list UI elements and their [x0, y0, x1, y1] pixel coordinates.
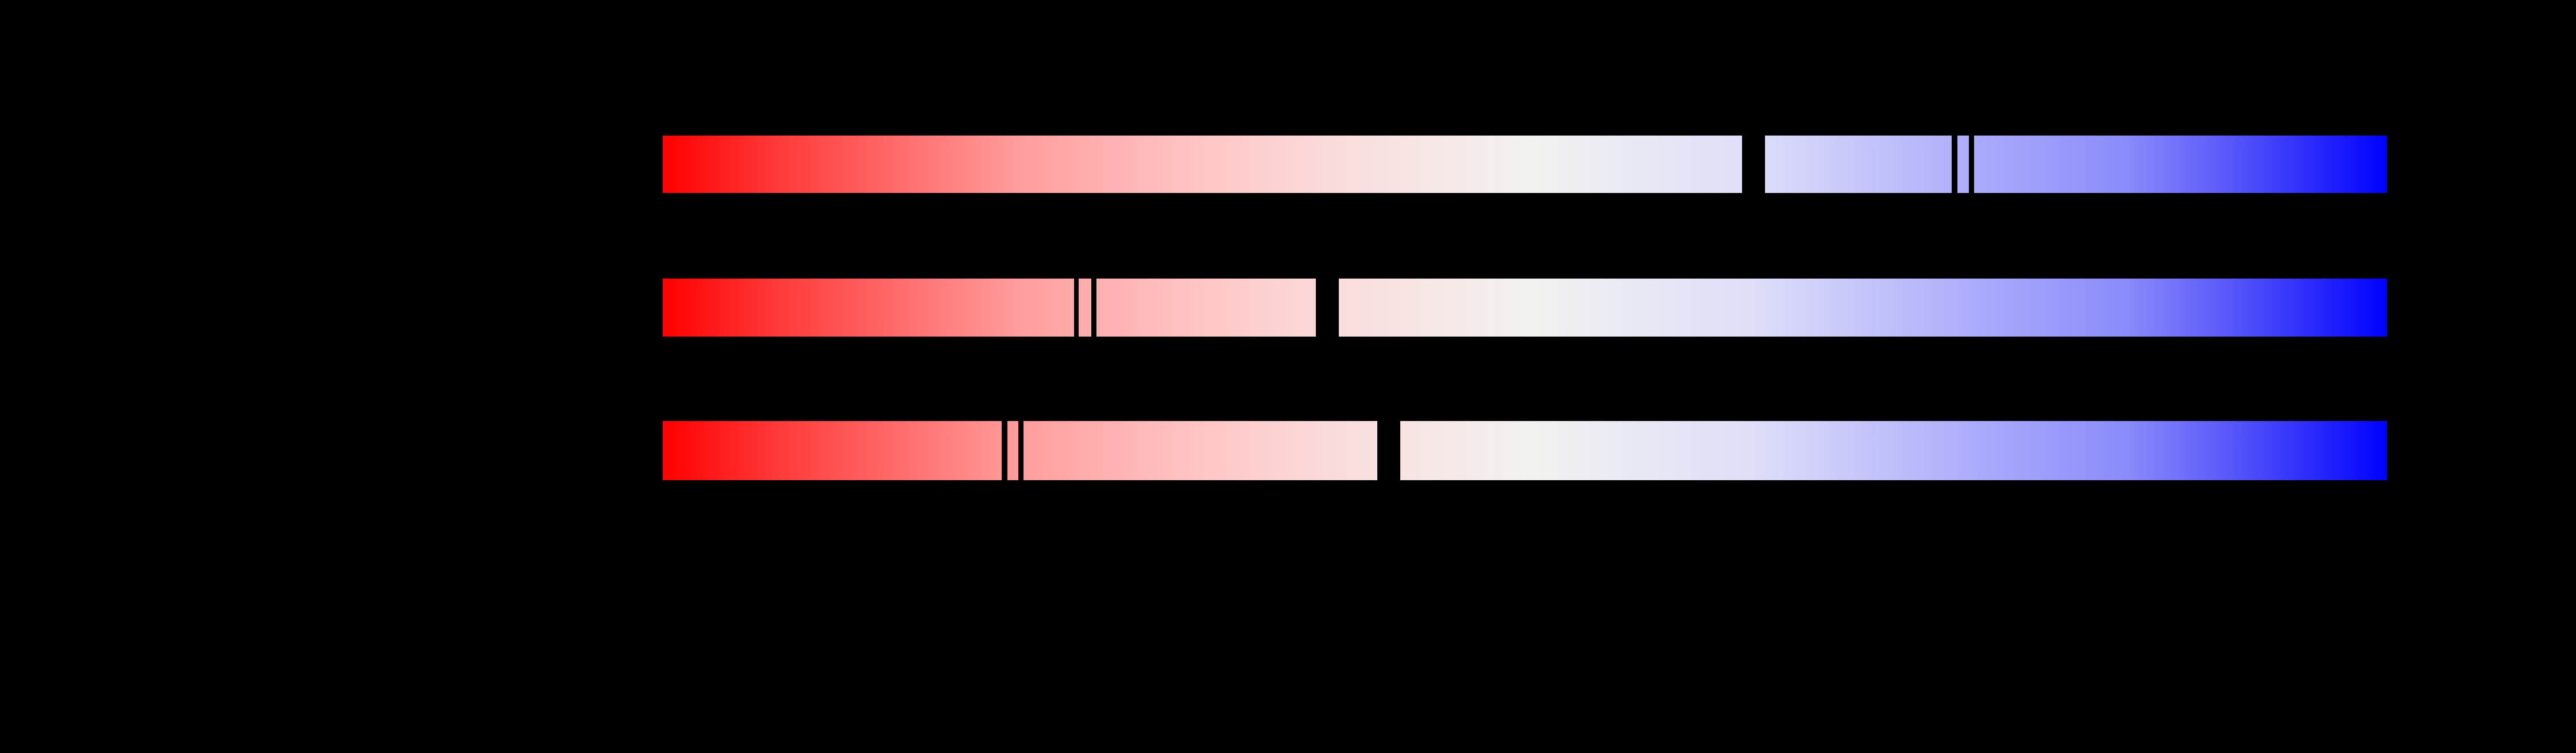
tick-marker-thin	[1969, 136, 1974, 193]
tick-marker-thin	[1074, 279, 1079, 337]
tick-marker-thick	[1316, 279, 1339, 337]
colorbar-2	[663, 279, 2387, 337]
tick-marker-thin	[1952, 136, 1957, 193]
tick-marker-thin	[1091, 279, 1096, 337]
colorbar-1	[663, 136, 2387, 193]
tick-marker-thin	[1002, 421, 1007, 480]
tick-marker-thin	[1018, 421, 1024, 480]
colorbar-3	[663, 421, 2387, 480]
tick-marker-thick	[1377, 421, 1400, 480]
tick-marker-thick	[1742, 136, 1765, 193]
